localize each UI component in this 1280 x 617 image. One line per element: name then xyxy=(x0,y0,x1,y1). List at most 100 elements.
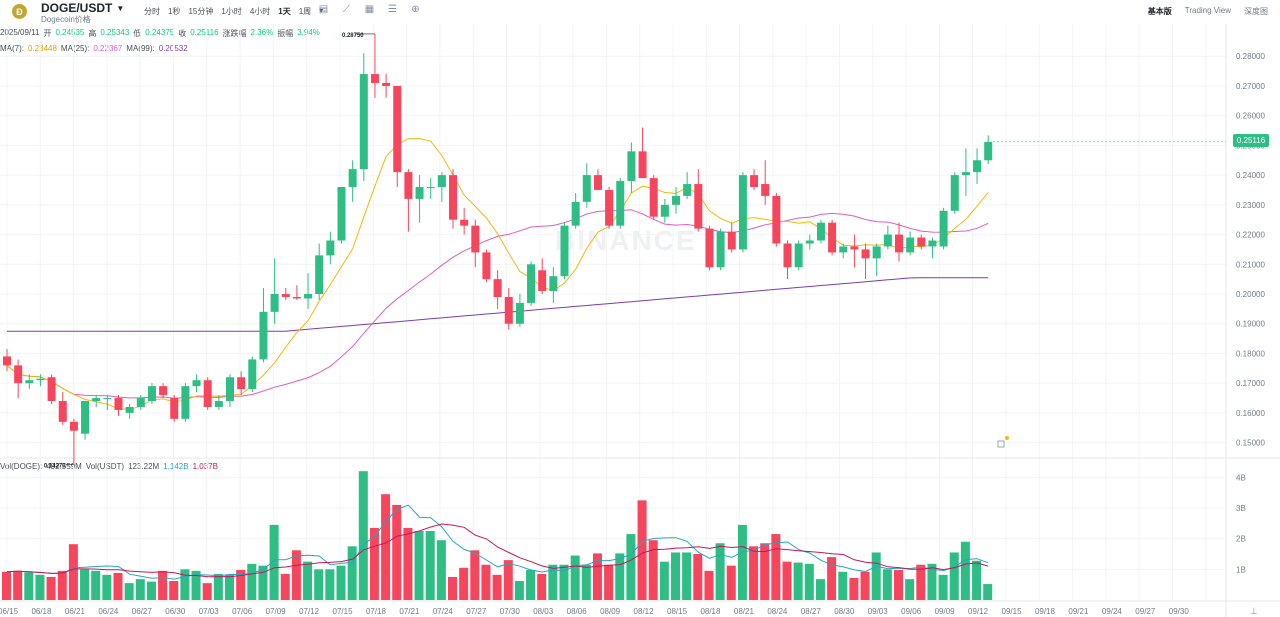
interval-tab[interactable]: 1周 xyxy=(298,7,312,16)
volume-bar xyxy=(169,580,179,600)
candle-body xyxy=(69,421,78,431)
candle-body xyxy=(404,172,413,199)
volume-bar xyxy=(381,494,391,600)
indicator-icon[interactable]: ⟋ xyxy=(343,4,350,15)
volume-bar xyxy=(202,583,212,600)
candle-body xyxy=(214,401,223,407)
interval-tab[interactable]: 15分钟 xyxy=(188,7,214,16)
time-tick-label: 06/18 xyxy=(31,607,52,616)
interval-tab[interactable]: 4小时 xyxy=(249,7,271,16)
time-tick-label: 09/03 xyxy=(868,607,889,616)
candle-body xyxy=(370,74,379,83)
candle-body xyxy=(694,184,703,229)
candle-body xyxy=(593,175,602,190)
volume-bar xyxy=(269,524,279,600)
volume-bar xyxy=(860,571,870,600)
volume-bar xyxy=(804,563,814,600)
candle-body xyxy=(248,359,257,390)
volume-bar xyxy=(604,564,614,600)
time-tick-label: 07/15 xyxy=(333,607,354,616)
time-tick-label: 07/24 xyxy=(433,607,454,616)
candle-body xyxy=(961,172,970,176)
volume-bar xyxy=(938,574,948,600)
pair-subname[interactable]: Dogecoin价格 xyxy=(41,15,91,24)
candle-type-icon[interactable]: ▤ xyxy=(318,4,329,15)
volume-bar xyxy=(57,570,67,600)
volume-bar xyxy=(180,569,190,600)
candle-body xyxy=(761,184,770,196)
volume-bar xyxy=(838,571,848,600)
candle-body xyxy=(538,270,547,292)
volume-bar xyxy=(135,579,145,600)
time-tick-label: 09/27 xyxy=(1135,607,1156,616)
candle-body xyxy=(973,160,982,173)
pair-selector[interactable]: DOGE/USDT ▼ xyxy=(41,1,124,15)
interval-more-icon[interactable]: ▾ xyxy=(319,6,324,15)
interval-tab-active[interactable]: 1天 xyxy=(278,7,291,16)
volume-bar xyxy=(247,563,257,600)
volume-bar xyxy=(314,569,324,600)
candle-body xyxy=(103,398,112,400)
volume-bar xyxy=(704,570,714,600)
interval-tab[interactable]: 1小时 xyxy=(221,7,242,16)
view-basic[interactable]: 基本版 xyxy=(1147,7,1172,16)
time-tick-label: 09/12 xyxy=(968,607,989,616)
candle-body xyxy=(92,398,101,402)
volume-bar xyxy=(392,504,402,600)
ohlc-amp: 3.94% xyxy=(297,28,320,37)
candle-body xyxy=(805,240,814,244)
add-icon[interactable]: ⊕ xyxy=(411,4,420,15)
view-tradingview[interactable]: Trading View xyxy=(1184,6,1231,15)
volume-bar xyxy=(425,531,435,600)
interval-tab[interactable]: 1秒 xyxy=(168,7,181,16)
ma7-value: 0.23448 xyxy=(28,44,57,53)
volume-bar xyxy=(960,541,970,600)
time-tick-label: 08/03 xyxy=(533,607,554,616)
candle-body xyxy=(527,264,536,303)
price-tick-label: 0.28000 xyxy=(1236,52,1265,61)
layout-icon[interactable]: ▦ xyxy=(364,4,375,15)
price-tick-label: 0.15000 xyxy=(1236,439,1265,448)
price-tick-label: 0.27000 xyxy=(1236,82,1265,91)
volume-tick-label: 1B xyxy=(1236,565,1246,574)
time-tick-label: 08/18 xyxy=(700,607,721,616)
event-marker-icon xyxy=(997,440,1005,448)
candle-body xyxy=(114,398,123,410)
ma99-line xyxy=(7,277,989,332)
volume-bar xyxy=(436,540,446,600)
settings-icon[interactable]: ☰ xyxy=(388,4,397,15)
high-marker-label: 0.28750 xyxy=(342,33,364,39)
candle-body xyxy=(125,406,134,413)
time-tick-label: 09/09 xyxy=(935,607,956,616)
interval-tab[interactable]: 分时 xyxy=(144,7,160,16)
view-depth[interactable]: 深度图 xyxy=(1244,7,1268,16)
candle-body xyxy=(226,377,234,402)
volume-bar xyxy=(91,570,101,600)
volume-bar xyxy=(503,560,513,600)
volume-bar xyxy=(303,561,313,600)
candle-body xyxy=(493,279,502,297)
time-tick-label: 07/30 xyxy=(500,607,521,616)
volume-bar xyxy=(715,543,725,600)
candle-body xyxy=(649,178,658,217)
volume-tick-label: 4B xyxy=(1236,473,1246,482)
volume-bar xyxy=(592,553,602,600)
candle-body xyxy=(705,228,714,268)
candle-body xyxy=(582,175,591,202)
volume-bar xyxy=(682,552,692,600)
ohlc-amp-label: 振幅 xyxy=(277,29,294,38)
candle-body xyxy=(192,380,201,387)
candle-body xyxy=(415,187,424,199)
candle-body xyxy=(14,365,23,384)
event-dot-icon xyxy=(1005,436,1009,440)
volume-bar xyxy=(347,546,357,600)
candle-body xyxy=(504,296,513,324)
volume-bar xyxy=(983,584,993,600)
candle-body xyxy=(839,246,848,253)
candle-body xyxy=(426,187,435,189)
volume-tick-label: 2B xyxy=(1236,535,1246,544)
price-tick-label: 0.16000 xyxy=(1236,409,1265,418)
time-tick-label: 09/15 xyxy=(1002,607,1023,616)
